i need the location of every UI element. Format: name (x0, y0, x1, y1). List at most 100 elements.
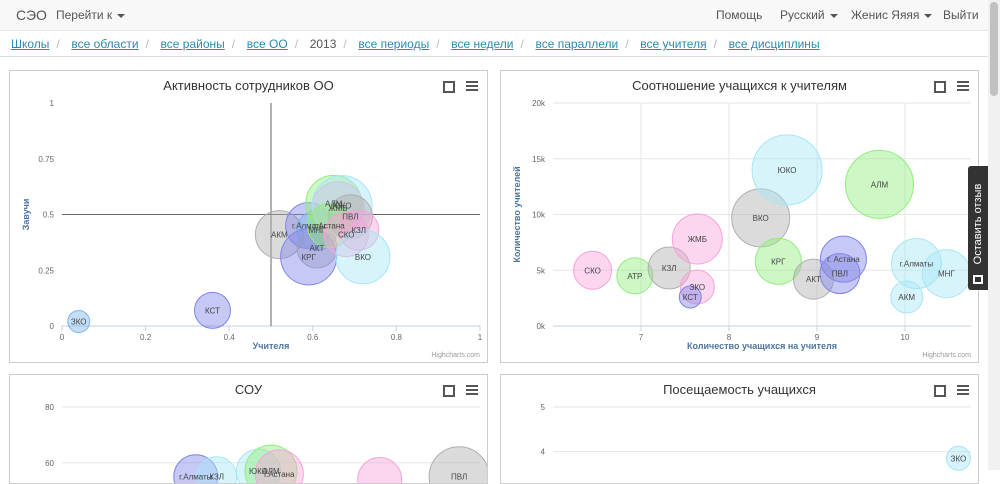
fullscreen-icon[interactable] (934, 81, 946, 93)
breadcrumb-item[interactable]: все районы (160, 37, 225, 51)
breadcrumb-item[interactable]: все периоды (358, 37, 430, 51)
bubble-label: г.Алматы (179, 473, 213, 482)
bubble-label: МНГ (938, 270, 955, 279)
bubble-label: ЮКО (333, 202, 352, 211)
bubble (307, 203, 353, 249)
breadcrumb-separator: / (56, 37, 60, 51)
bubble-label: АКМ (271, 231, 288, 240)
bubble-label: ЖМБ (688, 235, 707, 244)
help-link[interactable]: Помощь (716, 8, 763, 22)
breadcrumb-separator: / (436, 37, 440, 51)
y-tick-label: 4 (541, 448, 546, 457)
bubble-label: АЛМ (325, 199, 343, 208)
chart-panel-attendance: Посещаемость учащихся 4 5 ЗКО (500, 374, 979, 484)
chart-panel-student-teacher-ratio: Соотношение учащихся к учителям 0k 5k 10k 1… (500, 70, 979, 363)
chart-panel-sou: СОУ 60 80 г.Алматы КЗЛ ЮКО АЛМ г.Астана ПВЛ (9, 374, 488, 484)
menu-icon[interactable] (957, 385, 969, 396)
bubble (647, 246, 691, 290)
bubble-label: ПВЛ (832, 270, 848, 279)
x-tick-label: 0.6 (307, 333, 319, 342)
feedback-button[interactable]: Оставить отзыв (968, 166, 988, 290)
x-tick-label: 0.8 (391, 333, 403, 342)
language-label: Русский (780, 8, 825, 22)
bubble (819, 235, 867, 283)
breadcrumb-separator: / (145, 37, 149, 51)
bubble (323, 212, 369, 258)
fullscreen-icon[interactable] (443, 81, 455, 93)
bubble-label: КРГ (771, 257, 786, 266)
chart-panel-staff-activity: Активность сотрудников ОО 0 0.25 0.5 0.75 1 0… (9, 70, 488, 363)
bubble-label: ПВЛ (451, 473, 467, 482)
y-tick-label: 60 (45, 459, 54, 468)
y-tick-label: 0.5 (43, 211, 55, 220)
bubble (844, 149, 914, 219)
fullscreen-icon[interactable] (934, 385, 946, 397)
fullscreen-icon[interactable] (443, 385, 455, 397)
y-tick-label: 80 (45, 403, 54, 412)
breadcrumb-item[interactable]: все ОО (246, 37, 288, 51)
x-tick-label: 0 (60, 333, 65, 342)
y-tick-label: 15k (532, 155, 546, 164)
bubble (573, 250, 613, 290)
y-tick-label: 0.25 (38, 266, 54, 275)
bubble (311, 175, 373, 237)
x-axis-title: Учителя (253, 341, 290, 351)
y-tick-label: 1 (50, 99, 55, 108)
bubble-label: КСТ (683, 293, 698, 302)
breadcrumb-item[interactable]: все недели (451, 37, 514, 51)
bubble-label: МНГ (309, 226, 326, 235)
menu-icon[interactable] (957, 81, 969, 92)
scrollbar-thumb[interactable] (990, 2, 998, 96)
breadcrumb-item[interactable]: все учителя (640, 37, 707, 51)
bubble-label: АТР (627, 272, 642, 281)
bubble (792, 258, 834, 300)
y-tick-label: 20k (532, 99, 546, 108)
y-tick-label: 0k (537, 322, 546, 331)
breadcrumb-item: 2013 (309, 37, 337, 51)
caret-down-icon (829, 13, 838, 18)
top-navbar: СЭО Перейти к Помощь Русский Женис Яяяя … (0, 0, 1000, 31)
breadcrumb-item[interactable]: Школы (11, 37, 50, 51)
bubble-label: КСТ (205, 306, 220, 315)
brand-logo[interactable]: СЭО (16, 7, 47, 23)
menu-icon[interactable] (466, 385, 478, 396)
x-tick-label: 8 (727, 333, 732, 342)
breadcrumb-separator: / (343, 37, 347, 51)
x-tick-label: 10 (901, 333, 910, 342)
breadcrumb-item[interactable]: все дисциплины (728, 37, 820, 51)
chart-title: СОУ (234, 382, 263, 397)
y-tick-label: 10k (532, 211, 546, 220)
bubble-label: ВКО (753, 214, 769, 223)
page-scrollbar[interactable] (988, 0, 1000, 470)
bubble (751, 134, 823, 206)
logout-link[interactable]: Выйти (943, 8, 979, 22)
bubble (616, 257, 654, 295)
chart-credit[interactable]: Highcharts.com (431, 352, 480, 359)
bubble-label: ВКО (355, 253, 371, 262)
breadcrumb-item[interactable]: все параллели (535, 37, 619, 51)
chart-title: Посещаемость учащихся (663, 382, 816, 397)
bubble-label: ЗКО (951, 454, 967, 463)
bubble-label: ПВЛ (342, 213, 358, 222)
menu-icon[interactable] (466, 81, 478, 92)
goto-dropdown[interactable]: Перейти к (56, 8, 126, 22)
bubble (890, 280, 924, 314)
x-tick-label: 7 (639, 333, 644, 342)
chart-credit[interactable]: Highcharts.com (922, 352, 971, 359)
caret-down-icon (117, 13, 126, 18)
y-tick-label: 0 (50, 322, 55, 331)
breadcrumb: Школы / все области / все районы / все ОО / 2013… (0, 31, 988, 57)
bubble (335, 229, 391, 285)
chart-title: Соотношение учащихся к учителям (632, 78, 847, 93)
chart-title: Активность сотрудников ОО (163, 78, 334, 93)
bubble-label: СКО (584, 266, 601, 275)
breadcrumb-item[interactable]: все области (71, 37, 139, 51)
bubble-label: АЛМ (871, 180, 889, 189)
language-dropdown[interactable]: Русский (780, 8, 838, 22)
caret-down-icon (924, 13, 933, 18)
bubble-label: КРГ (301, 253, 316, 262)
user-menu-dropdown[interactable]: Женис Яяяя (851, 8, 933, 22)
feedback-label: Оставить отзыв (972, 183, 984, 265)
bubble (819, 253, 861, 295)
